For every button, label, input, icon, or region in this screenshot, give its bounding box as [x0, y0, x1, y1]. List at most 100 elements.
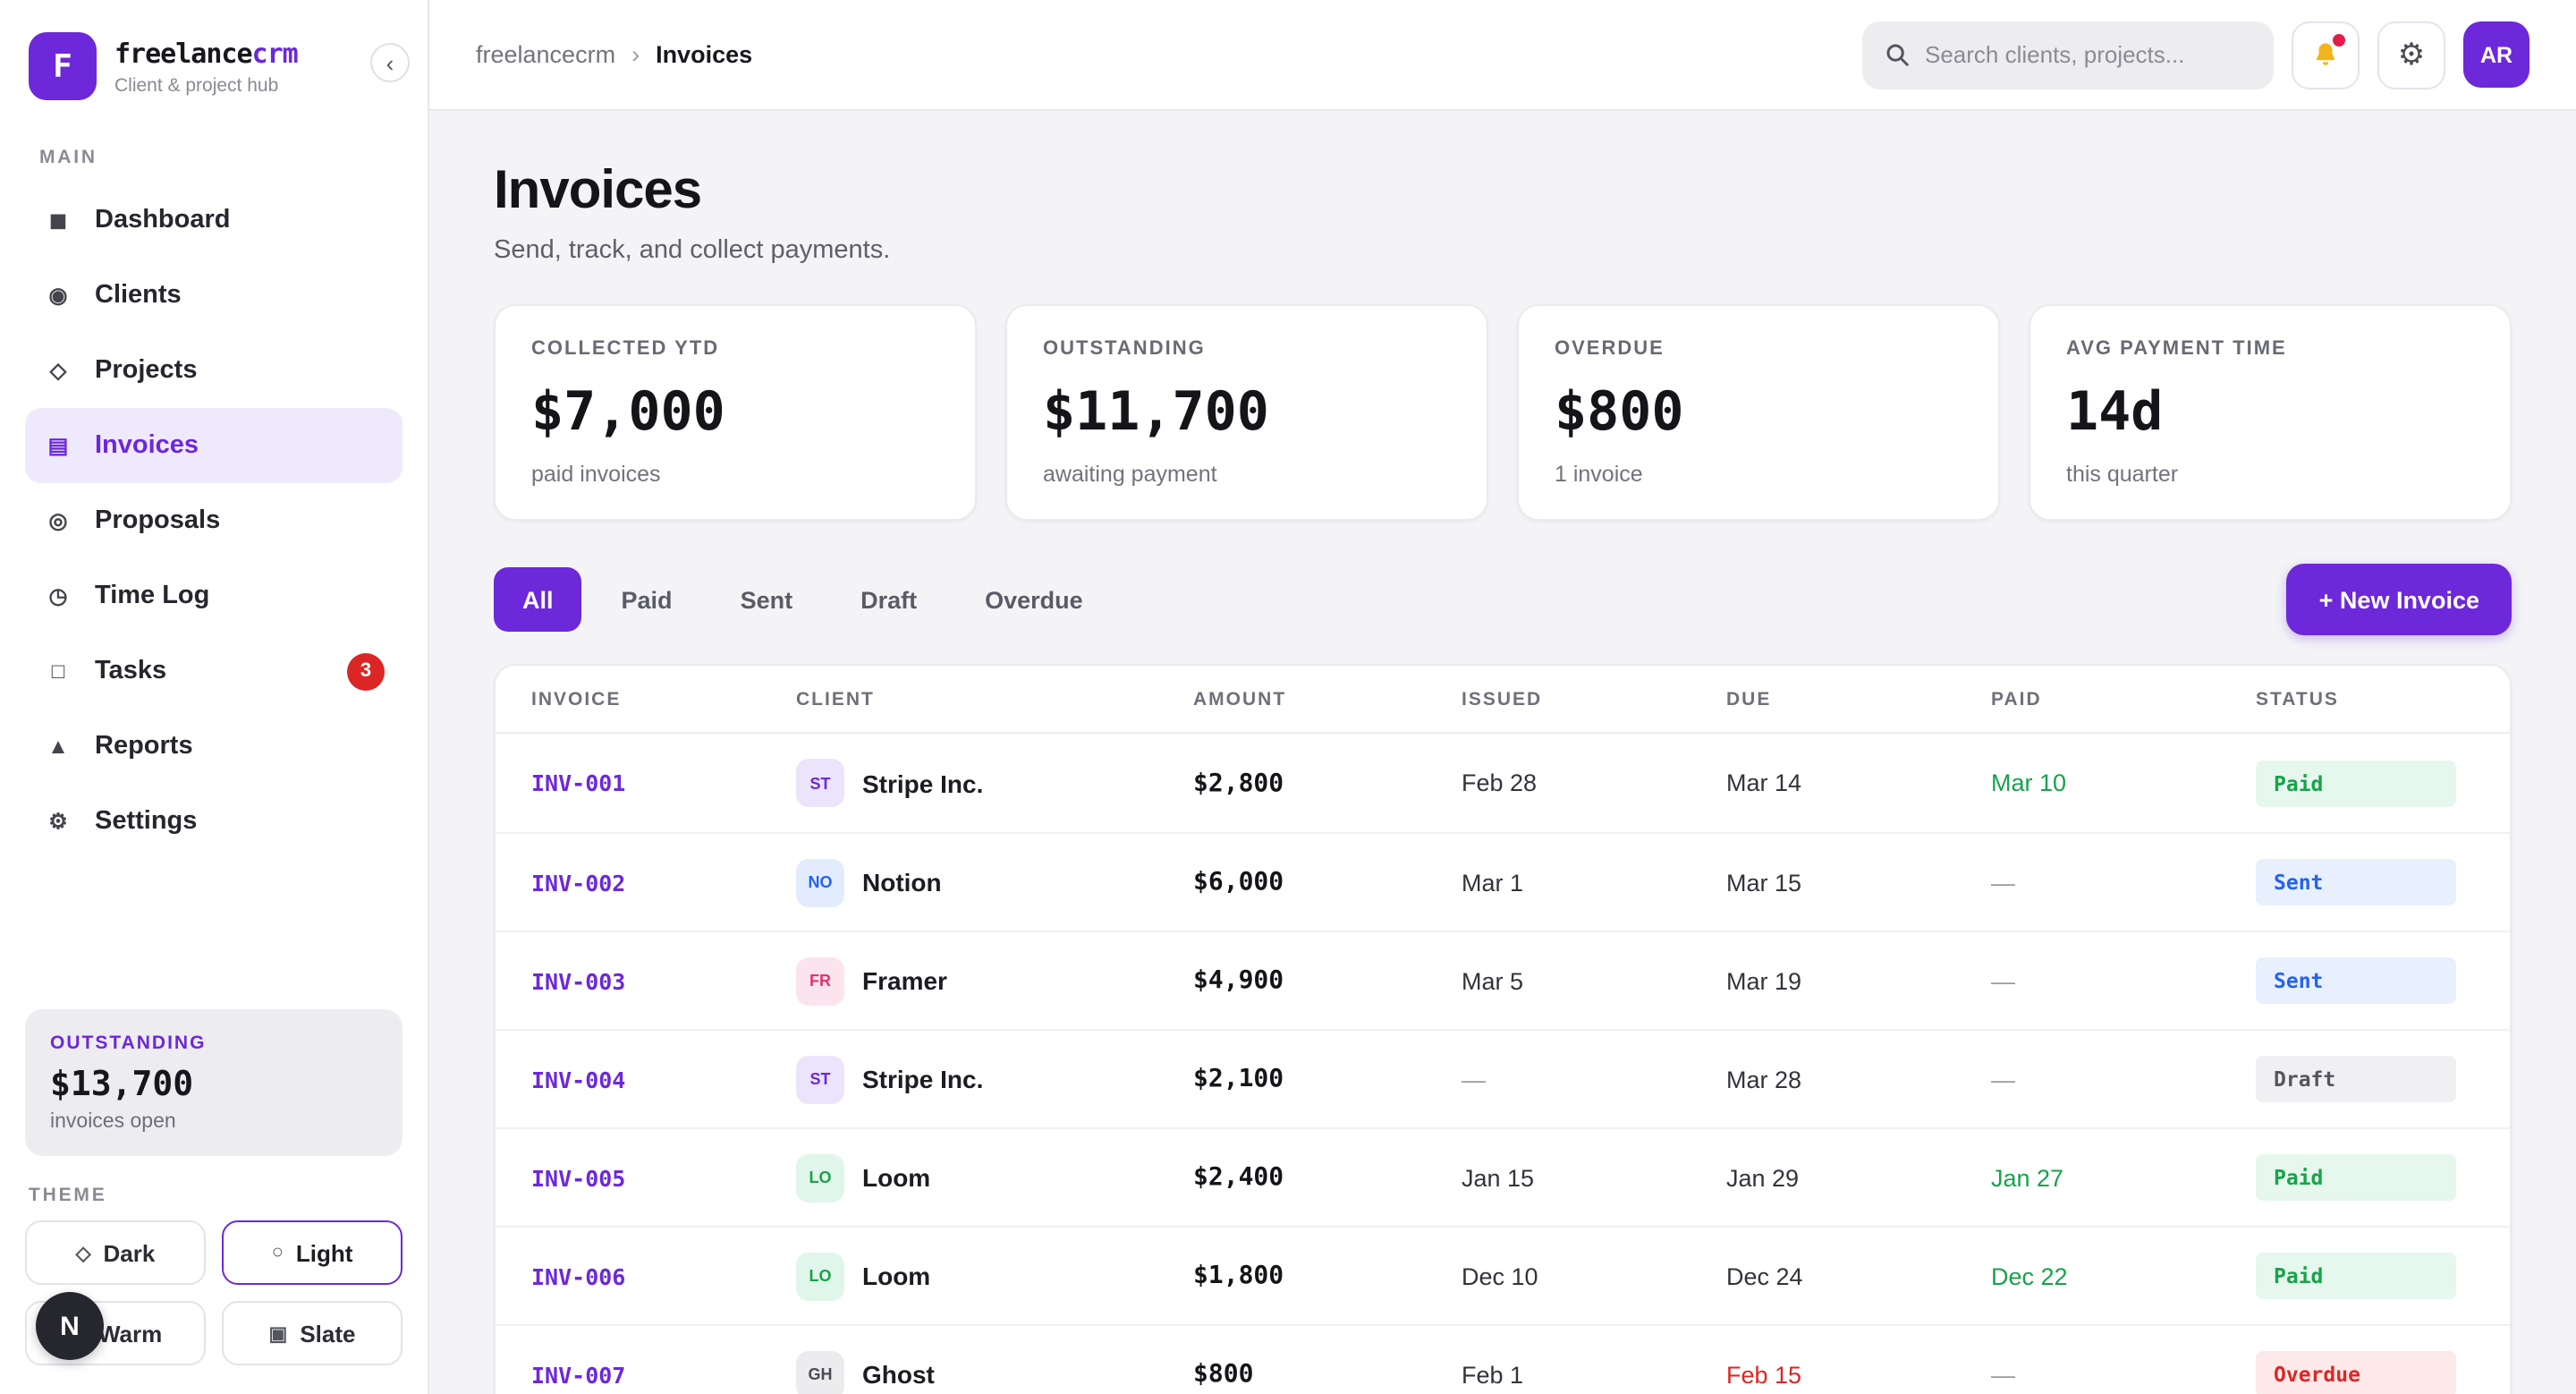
- outstanding-card: OUTSTANDING $13,700 invoices open: [25, 1009, 402, 1156]
- invoice-id-link[interactable]: INV-004: [531, 1066, 626, 1092]
- paid-date: —: [1991, 1361, 2015, 1388]
- sidebar-item-settings[interactable]: ⚙ Settings: [25, 784, 402, 859]
- amount-cell: $800: [1193, 1360, 1254, 1389]
- invoice-id-link[interactable]: INV-002: [531, 869, 626, 896]
- sidebar-item-reports[interactable]: ▲ Reports: [25, 709, 402, 784]
- sidebar-item-label: Dashboard: [95, 206, 231, 234]
- status-badge: Sent: [2256, 859, 2456, 905]
- search-input[interactable]: [1925, 41, 2252, 68]
- sidebar-item-clients[interactable]: ◉ Clients: [25, 258, 402, 333]
- invoice-id-link[interactable]: INV-006: [531, 1262, 626, 1289]
- nav-section-label: MAIN: [39, 147, 97, 168]
- search-icon: [1886, 44, 1909, 66]
- chevron-left-icon: ‹: [386, 49, 394, 76]
- sidebar-item-label: Time Log: [95, 582, 210, 610]
- tasks-icon: □: [51, 659, 65, 684]
- reports-icon: ▲: [47, 734, 69, 759]
- table-row[interactable]: INV-001 ST Stripe Inc. $2,800 Feb 28 Mar 14 Ma…: [496, 734, 2510, 832]
- amount-cell: $2,800: [1193, 769, 1284, 797]
- client-name: Loom: [862, 1163, 931, 1192]
- client-cell: LO Loom: [796, 1153, 1193, 1202]
- column-header-status: STATUS: [2256, 688, 2339, 710]
- bell-icon: [2316, 42, 2335, 64]
- sidebar-collapse-button[interactable]: ‹: [370, 43, 410, 82]
- invoice-id-link[interactable]: INV-007: [531, 1361, 626, 1388]
- stat-label: AVG PAYMENT TIME: [2066, 338, 2287, 360]
- client-avatar: ST: [796, 759, 844, 807]
- topbar: freelancecrm › Invoices ⚙ AR: [429, 0, 2576, 111]
- brand-name-pre: freelance: [114, 37, 253, 69]
- theme-option-slate[interactable]: ▣ Slate: [222, 1301, 402, 1365]
- stat-value: $11,700: [1043, 381, 1269, 444]
- filter-tab-sent[interactable]: Sent: [712, 567, 822, 632]
- due-date: Feb 15: [1726, 1361, 1802, 1388]
- invoice-id-link[interactable]: INV-001: [531, 769, 626, 796]
- notifications-button[interactable]: [2292, 21, 2360, 89]
- table-row[interactable]: INV-004 ST Stripe Inc. $2,100 — Mar 28 — Draft: [496, 1029, 2510, 1127]
- table-row[interactable]: INV-002 NO Notion $6,000 Mar 1 Mar 15 — Sent: [496, 832, 2510, 931]
- sidebar-item-label: Tasks: [95, 657, 167, 685]
- amount-cell: $1,800: [1193, 1262, 1284, 1290]
- due-date: Mar 15: [1726, 869, 1802, 896]
- invoices-icon: ▤: [47, 433, 69, 458]
- new-invoice-button[interactable]: + New Invoice: [2286, 564, 2512, 635]
- status-badge: Paid: [2256, 1253, 2456, 1299]
- sidebar-item-projects[interactable]: ◇ Projects: [25, 333, 402, 408]
- stat-caption: paid invoices: [531, 462, 661, 487]
- amount-cell: $6,000: [1193, 868, 1284, 897]
- outstanding-amount: $13,700: [50, 1065, 194, 1104]
- sidebar-item-invoices[interactable]: ▤ Invoices: [25, 408, 402, 483]
- search-box[interactable]: [1862, 21, 2274, 89]
- status-filter-tabs: All Paid Sent Draft Overdue: [494, 567, 1112, 632]
- filter-tab-paid[interactable]: Paid: [593, 567, 701, 632]
- status-cell: Draft: [2256, 1056, 2474, 1102]
- status-badge: Overdue: [2256, 1351, 2456, 1394]
- table-header-row: INVOICE CLIENT AMOUNT ISSUED DUE PAID STATUS: [496, 666, 2510, 734]
- invoice-id-link[interactable]: INV-003: [531, 967, 626, 994]
- filter-tab-all[interactable]: All: [494, 567, 582, 632]
- client-avatar: LO: [796, 1252, 844, 1300]
- status-badge: Draft: [2256, 1056, 2456, 1102]
- table-row[interactable]: INV-006 LO Loom $1,800 Dec 10 Dec 24 Dec 22 Pai…: [496, 1226, 2510, 1324]
- app-logo: F: [29, 32, 97, 100]
- dashboard-icon: ◼: [49, 208, 67, 233]
- proposals-icon: ◎: [48, 508, 68, 533]
- breadcrumb-separator: ›: [631, 41, 640, 68]
- sidebar-item-tasks[interactable]: □ Tasks 3: [25, 633, 402, 709]
- client-cell: GH Ghost: [796, 1350, 1193, 1394]
- status-badge: Paid: [2256, 1154, 2456, 1201]
- status-cell: Paid: [2256, 1154, 2474, 1201]
- sidebar-nav: ◼ Dashboard ◉ Clients ◇ Projects ▤ Invoices ◎ Pro…: [25, 183, 402, 859]
- client-avatar: ST: [796, 1055, 844, 1103]
- stat-card-outstanding: OUTSTANDING $11,700 awaiting payment: [1005, 304, 1488, 521]
- sidebar-item-dashboard[interactable]: ◼ Dashboard: [25, 183, 402, 258]
- due-date: Jan 29: [1726, 1164, 1800, 1191]
- user-avatar[interactable]: AR: [2463, 21, 2529, 88]
- settings-button[interactable]: ⚙: [2377, 21, 2445, 89]
- client-cell: ST Stripe Inc.: [796, 1055, 1193, 1103]
- breadcrumb-root[interactable]: freelancecrm: [476, 41, 616, 68]
- filter-bar: All Paid Sent Draft Overdue + New Invoice: [494, 564, 2512, 635]
- stat-value: $7,000: [531, 381, 725, 444]
- sidebar-item-proposals[interactable]: ◎ Proposals: [25, 483, 402, 558]
- table-row[interactable]: INV-003 FR Framer $4,900 Mar 5 Mar 19 — Sent: [496, 931, 2510, 1029]
- client-avatar: GH: [796, 1350, 844, 1394]
- theme-option-light[interactable]: ○ Light: [222, 1220, 402, 1285]
- table-row[interactable]: INV-007 GH Ghost $800 Feb 1 Feb 15 — Overdue: [496, 1324, 2510, 1394]
- sidebar-header: F freelancecrm Client & project hub ‹: [25, 0, 410, 118]
- floating-n-badge[interactable]: N: [36, 1292, 104, 1360]
- filter-tab-draft[interactable]: Draft: [832, 567, 945, 632]
- table-row[interactable]: INV-005 LO Loom $2,400 Jan 15 Jan 29 Jan 27 Pai…: [496, 1127, 2510, 1226]
- client-cell: FR Framer: [796, 956, 1193, 1005]
- status-cell: Overdue: [2256, 1351, 2474, 1394]
- theme-option-dark[interactable]: ◇ Dark: [25, 1220, 206, 1285]
- invoice-id-link[interactable]: INV-005: [531, 1164, 626, 1191]
- issued-date: Feb 28: [1462, 769, 1538, 796]
- client-name: Framer: [862, 966, 947, 995]
- filter-tab-overdue[interactable]: Overdue: [956, 567, 1112, 632]
- sidebar-item-time-log[interactable]: ◷ Time Log: [25, 558, 402, 633]
- stat-caption: 1 invoice: [1555, 462, 1643, 487]
- settings-icon: ⚙: [48, 809, 68, 834]
- client-name: Notion: [862, 868, 942, 897]
- client-name: Loom: [862, 1262, 931, 1290]
